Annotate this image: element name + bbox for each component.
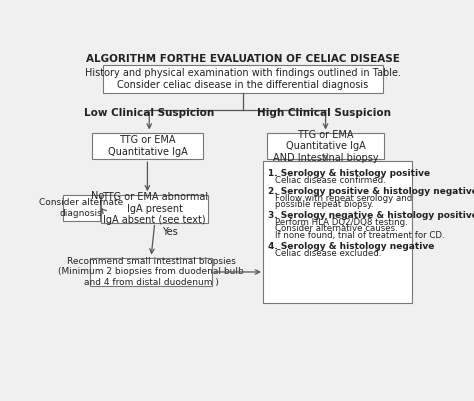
Text: 4. Serology & histology negative: 4. Serology & histology negative bbox=[267, 242, 434, 251]
Text: Recommend small intestinal biopsies
(Minimum 2 biopsies from duodenal bulb
and 4: Recommend small intestinal biopsies (Min… bbox=[58, 257, 244, 287]
Text: Perform HLA DQ2/DQ8 testing.: Perform HLA DQ2/DQ8 testing. bbox=[275, 218, 408, 227]
Text: Celiac disease confirmed.: Celiac disease confirmed. bbox=[275, 176, 386, 185]
Text: Consider alternate
diagnosis: Consider alternate diagnosis bbox=[39, 198, 123, 218]
Text: Consider alternative causes.: Consider alternative causes. bbox=[275, 225, 398, 233]
Text: ALGORITHM FORTHE EVALUATION OF CELIAC DISEASE: ALGORITHM FORTHE EVALUATION OF CELIAC DI… bbox=[86, 54, 400, 64]
Text: History and physical examination with findings outlined in Table.
Consider celia: History and physical examination with fi… bbox=[85, 68, 401, 90]
Text: Celiac disease excluded.: Celiac disease excluded. bbox=[275, 249, 381, 257]
Text: 3. Serology negative & histology positive: 3. Serology negative & histology positiv… bbox=[267, 211, 474, 221]
Text: TTG or EMA abnormal
IgA present
IgA absent (see text): TTG or EMA abnormal IgA present IgA abse… bbox=[102, 192, 208, 225]
Text: 1. Serology & histology positive: 1. Serology & histology positive bbox=[267, 170, 429, 178]
Text: Low Clinical Suspicion: Low Clinical Suspicion bbox=[84, 108, 214, 118]
Text: possible repeat biopsy.: possible repeat biopsy. bbox=[275, 200, 374, 209]
FancyBboxPatch shape bbox=[263, 161, 412, 303]
Text: No: No bbox=[91, 191, 104, 201]
Text: TTG or EMA
Quantitative IgA: TTG or EMA Quantitative IgA bbox=[108, 136, 187, 157]
Text: 2. Serology positive & histology negative: 2. Serology positive & histology negativ… bbox=[267, 187, 474, 196]
FancyBboxPatch shape bbox=[103, 65, 383, 93]
Text: Follow with repeat serology and: Follow with repeat serology and bbox=[275, 194, 412, 203]
FancyBboxPatch shape bbox=[101, 195, 208, 223]
FancyBboxPatch shape bbox=[92, 133, 202, 159]
Text: If none found, trial of treatment for CD.: If none found, trial of treatment for CD… bbox=[275, 231, 445, 240]
Text: TTG or EMA
Quantitative IgA
AND Intestinal biopsy: TTG or EMA Quantitative IgA AND Intestin… bbox=[273, 130, 378, 163]
Text: Yes: Yes bbox=[162, 227, 178, 237]
FancyBboxPatch shape bbox=[63, 195, 100, 221]
FancyBboxPatch shape bbox=[91, 258, 212, 286]
Text: High Clinical Suspicion: High Clinical Suspicion bbox=[257, 108, 391, 118]
FancyBboxPatch shape bbox=[267, 133, 384, 159]
